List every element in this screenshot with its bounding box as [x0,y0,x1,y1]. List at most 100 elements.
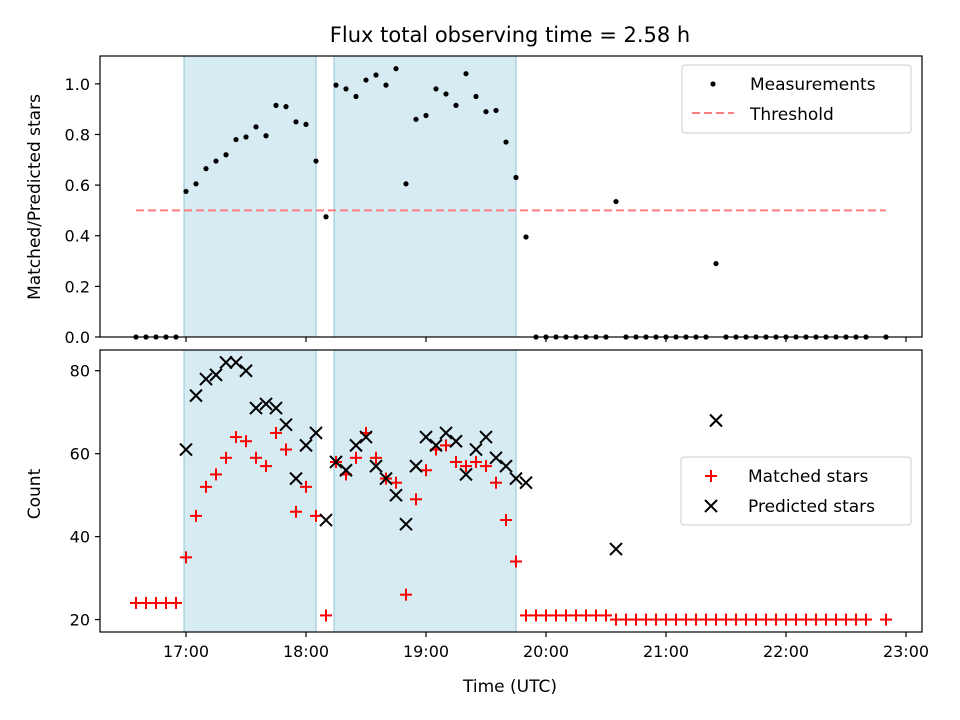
matched-star-point [250,451,262,464]
matched-star-point [310,509,322,522]
legend-measurements-label: Measurements [750,75,876,95]
legend-threshold-label: Threshold [749,105,834,125]
predicted-star-point [469,442,483,457]
marker-stroke [469,442,483,457]
marker-stroke [259,397,273,411]
marker-stroke [219,355,233,370]
marker-stroke [609,542,623,556]
marker-stroke [479,430,493,444]
measurement-point [183,188,189,195]
predicted-star-point [329,455,343,469]
y-tick-label: 60 [70,445,90,464]
predicted-star-point [249,401,263,415]
y-tick-label: 40 [70,528,90,547]
matched-star-point [600,609,612,622]
marker-stroke [289,471,303,486]
matched-star-point [450,455,462,468]
predicted-star-point [479,430,493,444]
matched-star-point [180,551,192,564]
x-axis-label: Time (UTC) [462,677,557,697]
predicted-star-point [309,426,323,440]
matched-star-point [230,431,242,444]
measurement-point [423,112,429,119]
y-tick-label: 0.8 [65,125,90,144]
panel-counts: 20 40 60 80 17:00 18:00 19:00 20:00 21:00 22:00 23… [70,349,929,661]
x-tick-label: 23:00 [883,642,929,661]
matched-star-point [260,460,272,473]
measurement-point [333,82,339,88]
x-tick-label: 17:00 [163,642,209,661]
measurement-point [283,104,289,110]
legend-predicted-marker [704,499,718,513]
matched-star-point [240,435,252,448]
marker-stroke [339,463,353,477]
panel-ratio: 0.0 0.2 0.4 0.6 0.8 1.0 [65,55,923,347]
marker-stroke [439,426,453,440]
marker-stroke [709,413,723,428]
marker-stroke [359,430,373,444]
measurement-point [483,109,489,115]
predicted-star-point [399,517,413,531]
predicted-star-point [429,438,443,453]
y-tick-label: 1.0 [65,75,90,94]
marker-stroke [329,455,343,469]
measurement-point [383,82,389,88]
predicted-star-point [269,401,283,415]
predicted-star-point [439,426,453,440]
predicted-star-point [289,471,303,486]
measurement-point [403,181,409,187]
observing-window-2 [334,56,516,337]
x-tick-label: 19:00 [403,642,449,661]
measurement-point [463,71,469,77]
marker-stroke [279,417,293,432]
marker-stroke [489,451,503,465]
matched-star-point [280,443,292,456]
matched-star-point [210,468,222,481]
measurement-point [263,133,269,139]
measurement-point [243,134,249,140]
predicted-star-point [179,442,193,457]
legend-predicted-label: Predicted stars [748,497,875,517]
legend-measurements-marker [710,81,716,87]
y-tick-label: 0.6 [65,176,90,195]
observing-window-1 [184,56,316,337]
marker-stroke [459,467,473,482]
matched-star-point [510,555,522,568]
marker-stroke [319,513,333,527]
y-tick-label: 0.0 [65,328,90,347]
matched-star-point [470,455,482,468]
matched-star-point [200,480,212,493]
matched-star-point [220,451,232,464]
marker-stroke [239,364,253,378]
predicted-star-point [189,388,203,403]
predicted-star-point [419,430,433,444]
y-axis-label-top: Matched/Predicted stars [25,94,45,300]
predicted-star-point [199,372,213,386]
legend-top-frame [681,64,912,134]
matched-star-point [350,451,362,464]
measurement-point [323,214,329,220]
predicted-star-point [389,488,403,502]
measurement-point [413,116,419,122]
marker-stroke [409,459,423,473]
legend-matched-marker [705,470,717,482]
predicted-star-point [359,430,373,444]
matched-star-point [190,509,202,522]
measurement-point [473,93,479,100]
y-tick-label: 20 [70,611,90,630]
marker-stroke [429,438,443,453]
matched-star-point [880,613,892,626]
matched-star-point [400,588,412,601]
matched-star-point [460,460,472,473]
matched-star-point [480,460,492,473]
observing-window-1 [184,350,316,632]
measurement-point [273,102,279,108]
marker-stroke [299,438,313,453]
measurement-point [443,91,449,97]
predicted-star-point [219,355,233,370]
marker-stroke [519,475,533,490]
legend-top: Measurements Threshold [681,64,912,134]
marker-stroke [499,459,513,473]
matched-star-point [290,505,302,518]
